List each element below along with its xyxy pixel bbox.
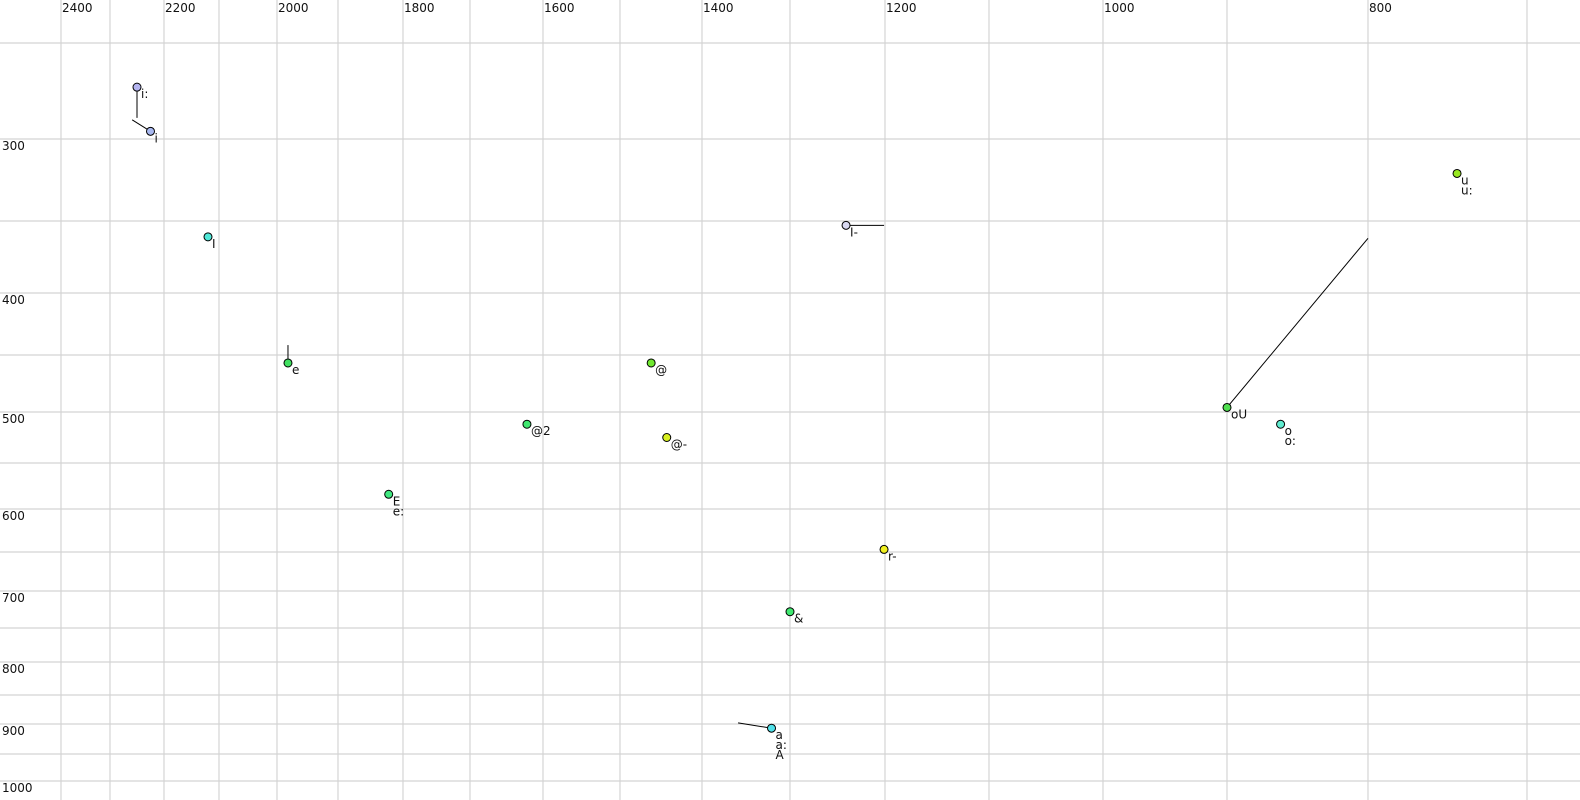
- vowel-label: I: [212, 237, 216, 251]
- vowel-marker: [662, 433, 672, 442]
- vowel-marker: [785, 607, 795, 617]
- y-tick-label: 700: [2, 591, 25, 605]
- vowel-label: u:: [1461, 183, 1473, 197]
- vowel-marker: [522, 419, 532, 429]
- vowel-marker: [132, 82, 142, 92]
- vowel-label: o: [1285, 424, 1292, 438]
- y-tick-label: 900: [2, 724, 25, 738]
- vowel-point: r-: [879, 544, 897, 563]
- vowel-marker: [767, 723, 777, 733]
- x-tick-label: 1400: [703, 1, 734, 15]
- vowel-point: &: [785, 607, 803, 626]
- y-tick-label: 1000: [2, 781, 33, 795]
- vowel-label: &: [794, 612, 803, 626]
- vowel-label: @: [655, 363, 667, 377]
- y-tick-label: 500: [2, 412, 25, 426]
- vowel-label: I-: [850, 225, 858, 239]
- vowel-label: @-: [671, 438, 687, 452]
- vowel-marker: [384, 489, 394, 499]
- axis-ticks: 2400 2200 2000 1800 1600 1400 1200 1000 800 300 40…: [2, 1, 1392, 795]
- x-tick-label: 800: [1369, 1, 1392, 15]
- y-tick-label: 800: [2, 662, 25, 676]
- vowel-point: i:: [132, 82, 148, 101]
- y-tick-label: 600: [2, 509, 25, 523]
- vowel-marker: [1452, 168, 1462, 178]
- vowel-trail: [1226, 237, 1369, 408]
- vowel-marker: [879, 544, 889, 554]
- trails: [131, 87, 1369, 729]
- vowel-point: I: [203, 232, 216, 251]
- x-tick-label: 1800: [404, 1, 435, 15]
- vowel-label: A: [776, 748, 785, 762]
- x-tick-label: 1000: [1104, 1, 1135, 15]
- vowel-point: Ee:: [384, 489, 404, 518]
- vowel-label: i: [155, 131, 158, 145]
- x-tick-label: 2400: [62, 1, 93, 15]
- vowel-marker: [646, 358, 656, 368]
- vowel-marker: [1222, 402, 1232, 412]
- vowel-point: @: [646, 358, 667, 377]
- vowel-label: i:: [141, 87, 148, 101]
- vowel-label: e:: [393, 504, 404, 518]
- vowel-label: oU: [1231, 407, 1247, 421]
- vowel-point: @2: [522, 419, 551, 438]
- vowel-marker: [146, 126, 155, 136]
- vowel-point: aa:A: [767, 723, 787, 762]
- vowel-label: E: [393, 494, 401, 508]
- vowel-label: a: [776, 728, 783, 742]
- y-tick-label: 400: [2, 293, 25, 307]
- y-tick-label: 300: [2, 139, 25, 153]
- vowel-point: oU: [1222, 402, 1247, 421]
- vowel-marker: [283, 358, 293, 368]
- vowel-marker: [841, 220, 851, 230]
- vowel-point: i: [146, 126, 158, 145]
- vowel-point: oo:: [1276, 419, 1296, 448]
- x-tick-label: 2000: [278, 1, 309, 15]
- x-tick-label: 2200: [165, 1, 196, 15]
- vowel-label: u: [1461, 173, 1469, 187]
- vowel-point: I-: [841, 220, 858, 239]
- vowel-trail: [738, 722, 772, 729]
- vowel-label: a:: [776, 738, 787, 752]
- vowel-point: e: [283, 358, 299, 377]
- x-tick-label: 1200: [886, 1, 917, 15]
- vowel-label: @2: [531, 424, 551, 438]
- vowel-label: e: [292, 363, 299, 377]
- vowel-point: uu:: [1452, 168, 1473, 197]
- x-tick-label: 1600: [544, 1, 575, 15]
- vowel-marker: [1276, 419, 1286, 429]
- vowel-point: @-: [662, 433, 687, 452]
- vowel-label: o:: [1285, 434, 1296, 448]
- vowel-marker: [203, 232, 213, 242]
- vowel-label: r-: [888, 549, 897, 563]
